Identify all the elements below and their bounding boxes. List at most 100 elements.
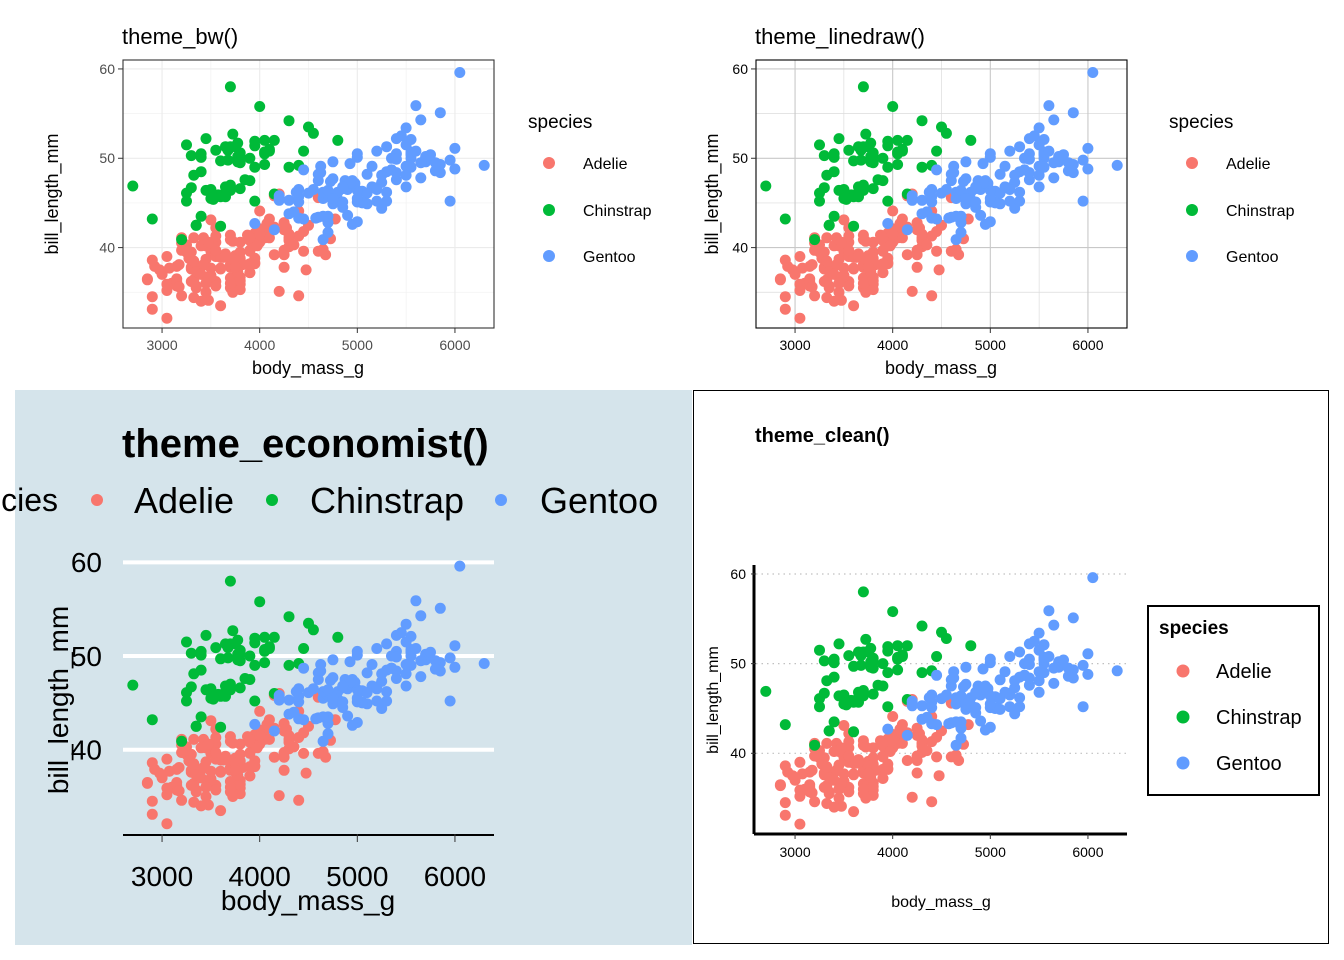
plot-bw: theme_bw() 3000 4000 5000 6000 40 50 60 body_mas…: [42, 24, 652, 379]
legend-title: species: [0, 482, 58, 518]
point-gentoo: [400, 122, 412, 134]
point-chinstrap: [840, 192, 852, 204]
point-chinstrap: [249, 161, 261, 173]
point-gentoo: [1014, 692, 1026, 704]
point-gentoo: [1043, 605, 1055, 617]
point-gentoo: [429, 663, 441, 675]
point-adelie: [176, 794, 188, 806]
legend-label: Chinstrap: [583, 203, 652, 220]
x-tick-label: 5000: [326, 861, 388, 892]
y-tick-label: 40: [732, 240, 748, 256]
point-adelie: [188, 232, 200, 244]
point-gentoo: [1009, 675, 1021, 687]
point-gentoo: [1062, 165, 1074, 177]
point-chinstrap: [936, 121, 947, 133]
point-gentoo: [344, 656, 356, 668]
point-chinstrap: [181, 636, 192, 648]
legend-label: Gentoo: [583, 249, 636, 266]
point-gentoo: [1033, 644, 1045, 656]
point-chinstrap: [877, 152, 889, 164]
legend-title: species: [1159, 618, 1229, 639]
point-gentoo: [283, 708, 295, 720]
point-gentoo: [1033, 666, 1045, 678]
point-gentoo: [1033, 627, 1045, 639]
point-adelie: [156, 266, 168, 278]
point-gentoo: [1033, 181, 1045, 193]
point-chinstrap: [882, 161, 894, 173]
point-chinstrap: [215, 220, 227, 232]
point-gentoo: [273, 194, 285, 206]
y-tick-label: 50: [71, 641, 102, 672]
point-gentoo: [955, 690, 967, 702]
point-chinstrap: [249, 632, 261, 644]
point-gentoo: [1077, 154, 1089, 166]
point-chinstrap: [185, 182, 197, 194]
point-chinstrap: [916, 667, 928, 679]
point-gentoo: [1111, 159, 1123, 171]
point-gentoo: [400, 659, 412, 670]
point-chinstrap: [882, 195, 894, 207]
point-adelie: [794, 285, 806, 296]
point-gentoo: [950, 210, 962, 222]
point-gentoo: [948, 167, 960, 179]
point-chinstrap: [185, 681, 197, 693]
point-gentoo: [916, 194, 928, 206]
point-chinstrap: [244, 152, 256, 164]
point-gentoo: [1004, 651, 1016, 662]
point-gentoo: [371, 184, 383, 195]
point-chinstrap: [867, 688, 879, 700]
legend-key-adelie: [543, 157, 555, 169]
point-chinstrap: [200, 184, 212, 196]
point-gentoo: [290, 686, 302, 698]
point-gentoo: [268, 725, 280, 737]
point-chinstrap: [249, 695, 261, 707]
point-gentoo: [955, 732, 967, 744]
point-adelie: [857, 277, 869, 289]
point-gentoo: [322, 684, 334, 696]
y-tick-label: 60: [730, 566, 746, 582]
point-gentoo: [400, 139, 412, 151]
point-gentoo: [322, 728, 334, 740]
point-gentoo: [1082, 142, 1094, 154]
point-chinstrap: [814, 139, 825, 151]
point-gentoo: [1058, 654, 1069, 666]
point-chinstrap: [821, 675, 833, 687]
point-gentoo: [425, 149, 436, 161]
point-adelie: [911, 249, 923, 261]
point-gentoo: [940, 689, 952, 701]
point-adelie: [210, 747, 222, 758]
point-adelie: [146, 291, 158, 303]
point-adelie: [190, 784, 202, 796]
point-chinstrap: [855, 154, 867, 166]
point-chinstrap: [239, 673, 251, 684]
point-gentoo: [415, 114, 427, 126]
point-gentoo: [1077, 659, 1089, 671]
legend-label: Gentoo: [1216, 753, 1282, 775]
point-gentoo: [1111, 665, 1123, 677]
point-chinstrap: [818, 655, 830, 667]
point-chinstrap: [965, 134, 977, 146]
point-gentoo: [478, 658, 490, 669]
point-gentoo: [1033, 160, 1045, 172]
point-chinstrap: [239, 174, 251, 186]
point-gentoo: [975, 209, 987, 221]
point-gentoo: [1033, 122, 1045, 134]
point-adelie: [161, 312, 173, 324]
point-adelie: [198, 762, 209, 773]
point-gentoo: [312, 674, 324, 685]
x-tick-label: 5000: [342, 337, 373, 353]
point-chinstrap: [224, 81, 236, 93]
point-adelie: [210, 230, 222, 242]
point-adelie: [848, 300, 860, 312]
point-adelie: [906, 285, 918, 297]
point-adelie: [931, 751, 943, 763]
point-adelie: [933, 770, 945, 782]
point-adelie: [823, 280, 835, 292]
point-gentoo: [1004, 145, 1016, 157]
point-chinstrap: [965, 640, 977, 652]
point-gentoo: [361, 667, 373, 679]
point-chinstrap: [872, 679, 884, 691]
point-adelie: [931, 731, 943, 743]
point-chinstrap: [303, 121, 314, 133]
point-gentoo: [960, 661, 972, 673]
